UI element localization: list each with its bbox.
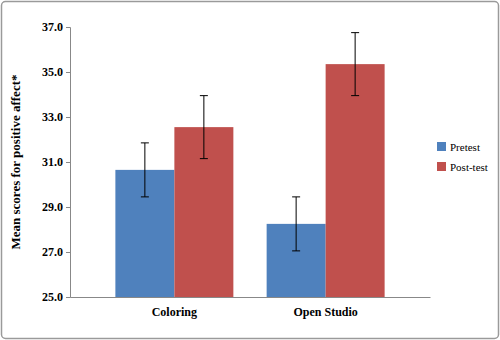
error-bar (292, 197, 300, 251)
plot-area (115, 33, 384, 297)
error-bar-stem (355, 33, 356, 96)
x-tick-label: Open Studio (293, 305, 357, 319)
y-tick: 33.0 (42, 110, 70, 124)
y-tick-mark (66, 297, 70, 298)
y-tick-mark (66, 162, 70, 163)
y-axis-line (66, 28, 71, 298)
error-bar (200, 96, 208, 159)
error-bar (351, 33, 359, 96)
error-bar-cap (351, 32, 359, 33)
legend-label: Post-test (450, 161, 488, 173)
x-axis: Coloring Open Studio (71, 297, 431, 319)
frame (2, 2, 499, 339)
error-bar (141, 143, 149, 197)
error-bar-stem (203, 96, 204, 159)
y-tick: 25.0 (42, 290, 70, 304)
y-tick-label: 25.0 (42, 290, 63, 304)
error-bar-cap (200, 95, 208, 96)
y-tick-label: 37.0 (42, 20, 63, 34)
y-tick: 29.0 (42, 200, 70, 214)
error-bar-cap (292, 250, 300, 251)
chart: 25.0 27.0 29.0 31.0 33.0 35.0 37.0 Coloring Open… (0, 0, 500, 340)
legend-label: Pretest (450, 141, 480, 153)
legend-swatch (437, 162, 446, 171)
y-tick-label: 27.0 (42, 245, 63, 259)
y-tick: 35.0 (42, 65, 70, 79)
y-tick-label: 33.0 (42, 110, 63, 124)
y-tick: 31.0 (42, 155, 70, 169)
y-tick-mark (66, 207, 70, 208)
error-bar-stem (144, 143, 145, 197)
legend-swatch (437, 142, 446, 151)
x-tick-label: Coloring (152, 305, 197, 319)
x-axis-line (71, 297, 431, 298)
y-tick-label: 35.0 (42, 65, 63, 79)
y-tick-label: 31.0 (42, 155, 63, 169)
error-bar-cap (141, 142, 149, 143)
error-bar-cap (351, 95, 359, 96)
y-axis: 25.0 27.0 29.0 31.0 33.0 35.0 37.0 (42, 20, 71, 304)
y-tick: 37.0 (42, 20, 70, 34)
y-tick-label: 29.0 (42, 200, 63, 214)
y-tick-mark (66, 252, 70, 253)
bar (326, 64, 385, 297)
y-axis-title: Mean scores for positive affect* (8, 75, 23, 250)
legend: Pretest Post-test (437, 141, 488, 173)
x-tick: Coloring (152, 297, 197, 319)
y-tick-mark (66, 72, 70, 73)
error-bar-stem (296, 197, 297, 251)
y-tick-mark (66, 117, 70, 118)
x-tick: Open Studio (293, 297, 357, 319)
y-tick: 27.0 (42, 245, 70, 259)
y-tick-mark (66, 27, 70, 28)
error-bar-cap (141, 196, 149, 197)
error-bar-cap (292, 196, 300, 197)
error-bar-cap (200, 158, 208, 159)
